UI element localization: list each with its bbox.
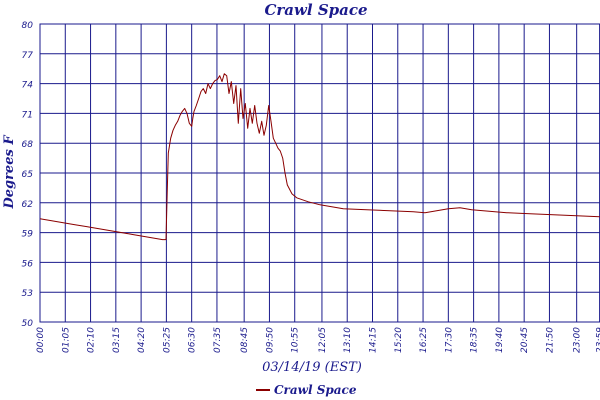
x-tick-label: 23:59: [596, 327, 600, 353]
x-tick-label: 01:05: [61, 327, 71, 353]
x-tick-label: 03:15: [112, 327, 122, 353]
series-line-crawl-space: [39, 73, 600, 241]
legend-label: Crawl Space: [274, 383, 357, 397]
chart-title: Crawl Space: [264, 1, 367, 19]
x-tick-label: 08:45: [240, 327, 250, 353]
y-tick-label: 77: [22, 51, 34, 61]
x-tick-label: 07:35: [213, 327, 223, 353]
x-tick-label: 09:50: [265, 327, 275, 353]
x-tick-label: 17:30: [444, 327, 454, 353]
x-tick-label: 18:35: [470, 327, 480, 353]
x-axis-ticks: 00:00 01:05 02:10 03:15 04:20 05:25 06:30 07:35…: [36, 327, 600, 353]
x-tick-label: 23:00: [573, 327, 583, 353]
y-axis-label: Degrees F: [2, 135, 17, 210]
x-tick-label: 13:10: [343, 327, 353, 353]
y-tick-label: 65: [22, 170, 34, 180]
x-tick-label: 06:30: [188, 327, 198, 353]
x-tick-label: 19:40: [495, 327, 505, 353]
x-tick-label: 12:05: [318, 327, 328, 353]
x-tick-label: 15:20: [394, 327, 404, 353]
x-tick-label: 02:10: [87, 327, 97, 353]
x-tick-label: 14:15: [369, 327, 379, 353]
x-tick-label: 20:45: [520, 327, 530, 353]
legend: Crawl Space: [256, 383, 357, 397]
plot-area-border: [39, 23, 600, 323]
y-tick-label: 68: [22, 140, 34, 150]
x-axis-label: 03/14/19 (EST): [262, 360, 362, 375]
y-tick-label: 74: [22, 81, 34, 91]
y-tick-label: 56: [22, 259, 34, 269]
series-layer: [39, 73, 600, 241]
x-tick-label: 00:00: [36, 327, 46, 353]
y-tick-label: 53: [22, 289, 34, 299]
x-tick-label: 05:25: [162, 327, 172, 353]
x-tick-label: 04:20: [137, 327, 147, 353]
x-tick-label: 21:50: [545, 327, 555, 353]
y-tick-label: 71: [22, 110, 33, 120]
y-tick-label: 50: [22, 319, 34, 329]
y-tick-label: 62: [22, 200, 34, 210]
x-tick-label: 10:55: [291, 327, 301, 353]
x-tick-label: 16:25: [419, 327, 429, 353]
y-tick-label: 59: [22, 230, 34, 240]
y-axis-ticks: 80 77 74 71 68 65 62 59 56 53 50: [22, 21, 34, 329]
y-tick-label: 80: [22, 21, 34, 31]
